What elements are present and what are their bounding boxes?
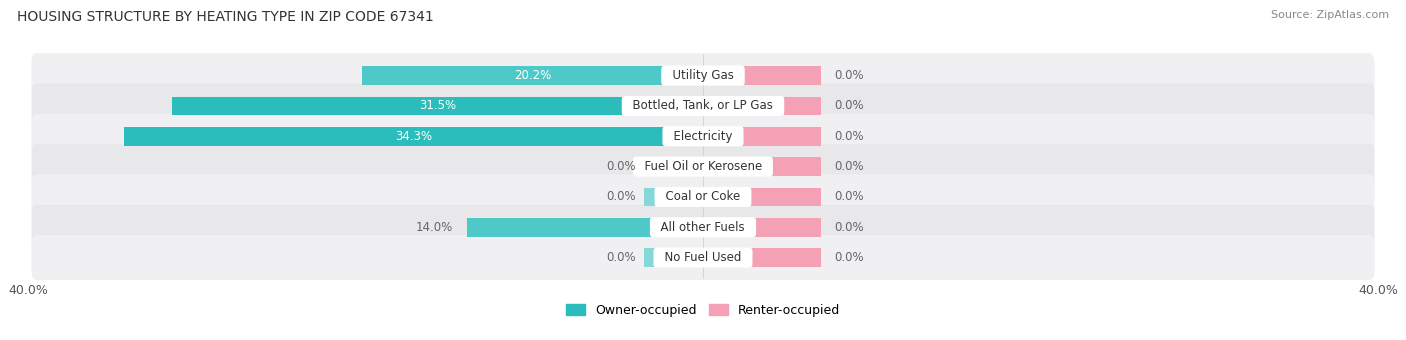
Text: All other Fuels: All other Fuels [654, 221, 752, 234]
Text: 0.0%: 0.0% [606, 160, 636, 173]
Text: 0.0%: 0.0% [835, 160, 865, 173]
FancyBboxPatch shape [31, 205, 1375, 250]
Bar [124, 127, 703, 146]
FancyBboxPatch shape [31, 53, 1375, 98]
Text: No Fuel Used: No Fuel Used [657, 251, 749, 264]
Bar [703, 248, 821, 267]
Bar [363, 66, 703, 85]
Text: Coal or Coke: Coal or Coke [658, 190, 748, 203]
Bar [467, 218, 703, 237]
Bar [172, 97, 703, 115]
Bar [703, 127, 821, 146]
Legend: Owner-occupied, Renter-occupied: Owner-occupied, Renter-occupied [561, 299, 845, 322]
Bar [644, 248, 703, 267]
Bar [644, 157, 703, 176]
Text: 0.0%: 0.0% [835, 100, 865, 113]
Text: 31.5%: 31.5% [419, 100, 456, 113]
Bar [703, 66, 821, 85]
FancyBboxPatch shape [31, 174, 1375, 219]
Text: Source: ZipAtlas.com: Source: ZipAtlas.com [1271, 10, 1389, 20]
Text: Bottled, Tank, or LP Gas: Bottled, Tank, or LP Gas [626, 100, 780, 113]
FancyBboxPatch shape [31, 114, 1375, 159]
Text: 0.0%: 0.0% [835, 190, 865, 203]
Text: 0.0%: 0.0% [835, 130, 865, 143]
FancyBboxPatch shape [31, 144, 1375, 189]
Text: 0.0%: 0.0% [835, 251, 865, 264]
Text: 0.0%: 0.0% [835, 221, 865, 234]
Text: 0.0%: 0.0% [606, 190, 636, 203]
FancyBboxPatch shape [31, 84, 1375, 129]
Bar [644, 188, 703, 206]
Text: 14.0%: 14.0% [416, 221, 453, 234]
Text: 34.3%: 34.3% [395, 130, 432, 143]
Text: HOUSING STRUCTURE BY HEATING TYPE IN ZIP CODE 67341: HOUSING STRUCTURE BY HEATING TYPE IN ZIP… [17, 10, 433, 24]
Bar [703, 218, 821, 237]
Text: 0.0%: 0.0% [606, 251, 636, 264]
Text: Utility Gas: Utility Gas [665, 69, 741, 82]
Bar [703, 188, 821, 206]
Bar [703, 157, 821, 176]
Text: Electricity: Electricity [666, 130, 740, 143]
FancyBboxPatch shape [31, 235, 1375, 280]
Text: 20.2%: 20.2% [515, 69, 551, 82]
Bar [703, 97, 821, 115]
Text: 0.0%: 0.0% [835, 69, 865, 82]
Text: Fuel Oil or Kerosene: Fuel Oil or Kerosene [637, 160, 769, 173]
